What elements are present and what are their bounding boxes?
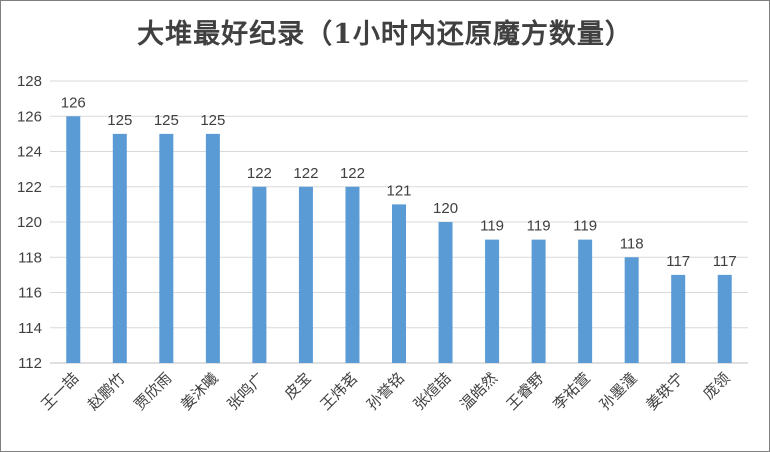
category-label: 张煊喆 [410,369,455,414]
bar [66,116,81,363]
category-label: 李祐萱 [549,369,594,414]
bar [252,186,267,363]
bar [392,204,406,363]
bar [112,133,127,363]
bar [345,186,360,363]
chart-title: 大堆最好纪录（1小时内还原魔方数量） [137,19,633,50]
bar [717,274,732,363]
category-label: 张鸣广 [224,369,269,414]
bar [578,239,593,363]
bar [485,239,500,363]
category-label: 温皓然 [456,369,501,414]
y-tick-label: 118 [18,249,42,266]
category-label: 王一喆 [38,369,83,414]
category-label: 皮宝 [281,369,315,403]
bar [438,222,453,363]
bar [624,257,639,363]
bar [205,133,220,363]
data-label: 125 [107,112,132,129]
data-label: 126 [61,94,86,111]
data-label: 118 [620,235,644,252]
x-axis-category-labels: 王一喆 赵鹏竹 贾欣雨 姜沐曦 张鸣广 皮宝 王炜茗 孙誉铭 张煊喆 温皓然 王睿野 李祐萱 孙墨潼 姜轶… [38,369,734,414]
category-label: 孙誉铭 [363,369,408,414]
y-tick-label: 116 [18,285,42,302]
y-tick-label: 112 [18,355,42,372]
data-label: 117 [713,253,737,270]
data-label: 120 [433,200,458,217]
data-label: 122 [247,165,272,182]
data-label: 119 [527,218,551,235]
bars [66,116,732,363]
bar [159,133,174,363]
category-label: 孙墨潼 [596,369,641,414]
data-label: 122 [293,165,318,182]
bar [531,239,546,363]
data-label: 119 [573,218,597,235]
data-label: 119 [480,218,504,235]
category-label: 庞领 [700,369,734,403]
category-label: 赵鹏竹 [84,369,129,414]
data-labels: 126 125 125 125 122 122 122 121 120 119 119 119 118 1… [61,94,737,270]
y-axis-tick-labels: 112 114 116 118 120 122 124 126 128 [17,73,42,372]
bar [298,186,313,363]
category-label: 王炜茗 [317,369,362,414]
y-tick-label: 120 [17,214,42,231]
y-tick-label: 122 [17,179,42,196]
category-label: 姜轶宁 [642,369,687,414]
bar [671,274,686,363]
data-label: 125 [154,112,179,129]
category-label: 贾欣雨 [131,369,176,414]
y-tick-label: 124 [17,144,42,161]
y-tick-label: 114 [18,320,42,337]
data-label: 122 [340,165,365,182]
data-label: 121 [386,182,411,199]
category-label: 王睿野 [503,369,548,414]
data-label: 125 [200,112,225,129]
y-tick-label: 128 [17,73,42,90]
y-tick-label: 126 [17,108,42,125]
category-label: 姜沐曦 [177,369,222,414]
data-label: 117 [666,253,690,270]
